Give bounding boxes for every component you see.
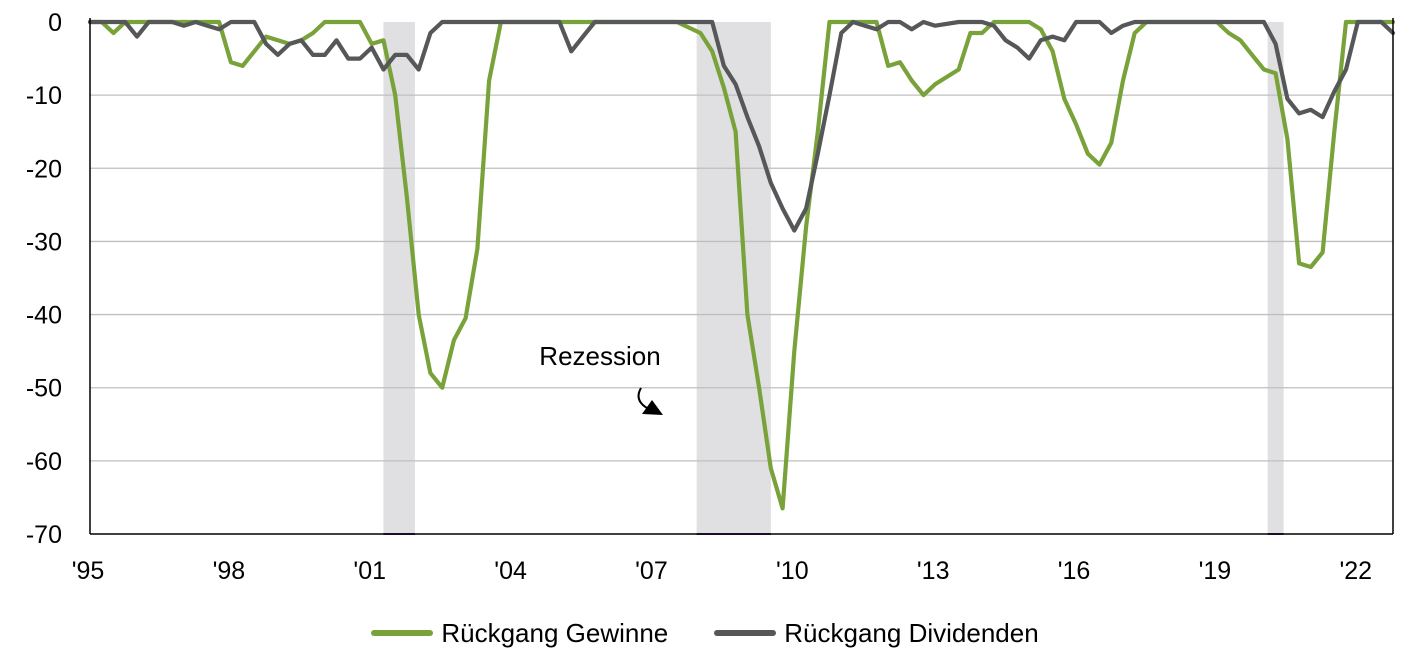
legend-label-gewinne: Rückgang Gewinne <box>441 618 668 649</box>
x-tick-label: '01 <box>353 557 386 585</box>
x-tick-label: '19 <box>1199 557 1232 585</box>
x-tick-label: '07 <box>635 557 668 585</box>
x-tick-label: '13 <box>917 557 950 585</box>
x-tick-label: '22 <box>1339 557 1372 585</box>
legend-swatch-dividenden <box>714 630 776 636</box>
y-tick-label: -10 <box>26 82 62 110</box>
annotation-arrow-line <box>639 388 647 408</box>
x-tick-label: '04 <box>494 557 527 585</box>
legend-swatch-gewinne <box>371 630 433 636</box>
y-tick-label: -40 <box>26 302 62 330</box>
x-tick-label: '95 <box>72 557 105 585</box>
x-tick-label: '98 <box>213 557 246 585</box>
recession-bands <box>383 22 1283 534</box>
legend-item-gewinne: Rückgang Gewinne <box>371 618 668 649</box>
x-tick-label: '10 <box>776 557 809 585</box>
x-tick-label: '16 <box>1058 557 1091 585</box>
recession-band-1 <box>697 22 771 534</box>
y-tick-label: -50 <box>26 375 62 403</box>
y-tick-label: -20 <box>26 155 62 183</box>
y-tick-label: -60 <box>26 448 62 476</box>
y-tick-label: 0 <box>48 9 62 37</box>
legend: Rückgang Gewinne Rückgang Dividenden <box>0 613 1410 653</box>
legend-item-dividenden: Rückgang Dividenden <box>714 618 1038 649</box>
annotation-label: Rezession <box>539 341 660 371</box>
y-tick-label: -70 <box>26 521 62 549</box>
legend-label-dividenden: Rückgang Dividenden <box>784 618 1038 649</box>
y-tick-label: -30 <box>26 228 62 256</box>
recession-annotation: Rezession <box>539 341 663 415</box>
recession-band-0 <box>383 22 414 534</box>
